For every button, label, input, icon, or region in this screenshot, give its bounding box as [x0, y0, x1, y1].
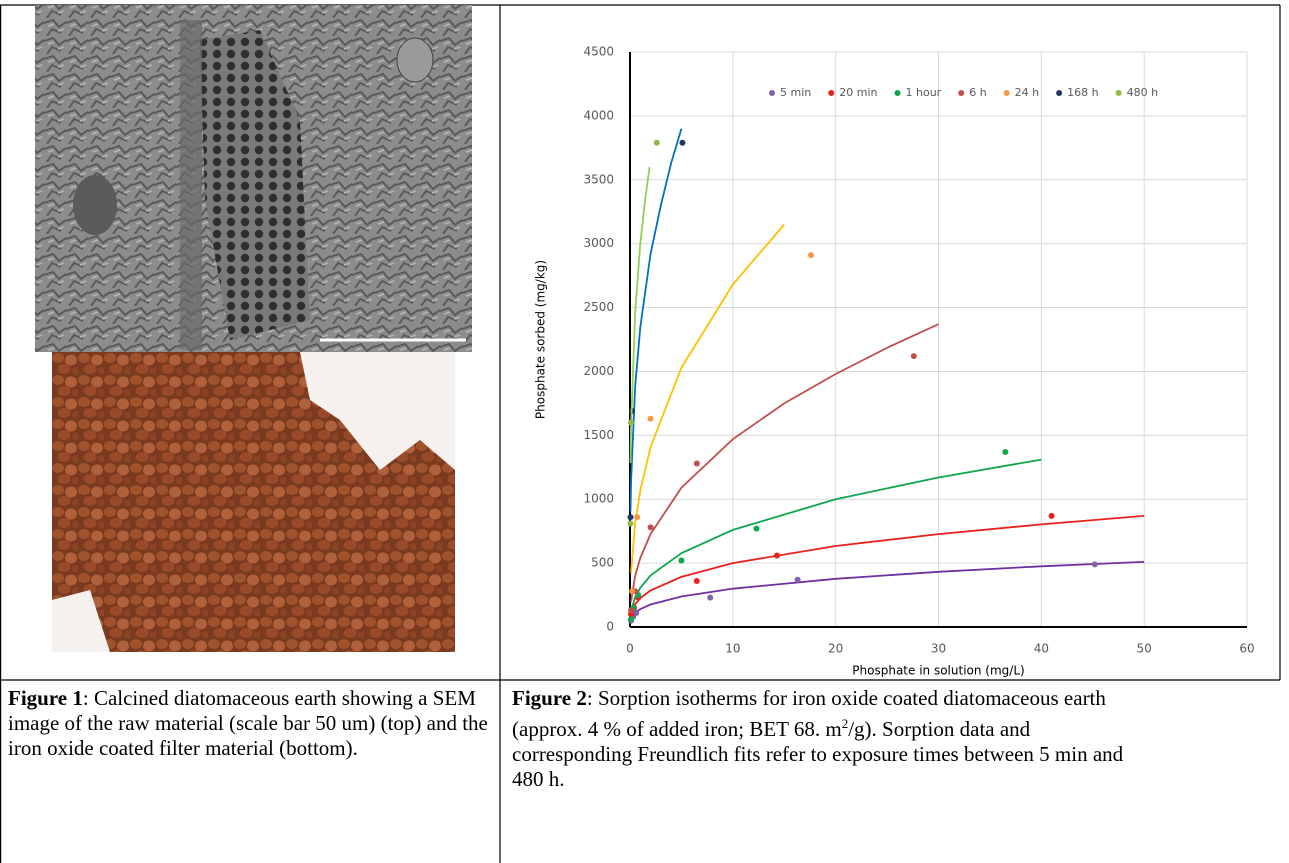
fit-line [630, 323, 939, 602]
legend-label: 480 h [1127, 86, 1158, 99]
legend-marker [1056, 90, 1063, 96]
data-point [1002, 448, 1009, 455]
diatom-frustule [200, 30, 310, 340]
legend-label: 5 min [780, 86, 811, 99]
fit-line [629, 128, 683, 512]
fit-line [630, 458, 1042, 612]
y-tick-label: 4000 [583, 108, 614, 122]
data-point [753, 525, 760, 532]
legend-label: 168 h [1067, 86, 1098, 99]
y-tick-label: 3500 [583, 172, 614, 186]
caption-label: Figure 2 [512, 686, 587, 710]
sem-image [35, 5, 472, 352]
data-point [627, 520, 634, 527]
caption: Figure 1: Calcined diatomaceous earth sh… [8, 686, 488, 761]
y-tick-label: 0 [606, 620, 614, 634]
data-point [794, 576, 801, 583]
x-tick-label: 20 [828, 642, 843, 656]
table-borders [0, 4, 1281, 863]
y-tick-label: 1000 [583, 492, 614, 506]
data-point [679, 139, 686, 146]
caption-text: /g). Sorption data and corresponding Fre… [512, 717, 1124, 791]
x-axis-label: Phosphate in solution (mg/L) [852, 664, 1024, 678]
fragment [396, 37, 434, 83]
y-tick-label: 1500 [583, 428, 614, 442]
y-axis-label: Phosphate sorbed (mg/kg) [534, 260, 548, 419]
granules-image [52, 352, 455, 652]
data-point [628, 419, 635, 426]
fragment [73, 175, 117, 235]
caption-text: : Calcined diatomaceous earth showing a … [8, 686, 488, 760]
x-tick-label: 40 [1034, 642, 1049, 656]
legend-marker [828, 90, 835, 96]
data-point [647, 524, 654, 531]
frustule-edge [180, 20, 202, 350]
y-tick-label: 500 [591, 556, 614, 570]
x-tick-label: 0 [626, 642, 634, 656]
fit-line [630, 514, 1145, 615]
data-point [634, 514, 641, 521]
legend-label: 20 min [839, 86, 877, 99]
data-point [910, 353, 917, 360]
data-point [629, 588, 636, 595]
y-tick-label: 2500 [583, 300, 614, 314]
x-tick-label: 50 [1137, 642, 1152, 656]
legend-label: 1 hour [906, 86, 942, 99]
background-gap [300, 352, 455, 470]
x-tick-label: 10 [725, 642, 740, 656]
data-point [1091, 561, 1098, 568]
data-point [707, 594, 714, 601]
data-point [693, 578, 700, 584]
legend-marker [958, 90, 965, 96]
data-point [774, 552, 781, 559]
legend-marker [1115, 90, 1122, 96]
data-point [653, 139, 660, 146]
background-gap [52, 590, 110, 652]
legend-marker [1003, 90, 1010, 96]
superscript: 2 [841, 716, 849, 731]
caption: Figure 2: Sorption isotherms for iron ox… [512, 686, 1152, 792]
data-point [627, 514, 634, 521]
data-point [628, 607, 635, 614]
data-point [628, 616, 635, 623]
fit-line [629, 166, 651, 464]
legend-label: 24 h [1015, 86, 1039, 99]
data-point [678, 557, 685, 564]
legend-marker [769, 90, 775, 96]
data-point [807, 252, 814, 259]
data-point [693, 460, 700, 467]
y-tick-label: 3000 [583, 236, 614, 250]
data-point [647, 415, 654, 422]
x-tick-label: 60 [1239, 642, 1254, 656]
fit-line [630, 223, 785, 573]
y-tick-label: 2000 [583, 364, 614, 378]
data-point [633, 609, 640, 616]
caption-label: Figure 1 [8, 686, 83, 710]
legend-label: 6 h [969, 86, 986, 99]
legend-marker [894, 90, 901, 96]
data-point [1048, 512, 1055, 519]
x-tick-label: 30 [931, 642, 946, 656]
caption-text: : Sorption isotherms for iron oxide coat… [512, 686, 1106, 741]
y-tick-label: 4500 [583, 45, 614, 59]
